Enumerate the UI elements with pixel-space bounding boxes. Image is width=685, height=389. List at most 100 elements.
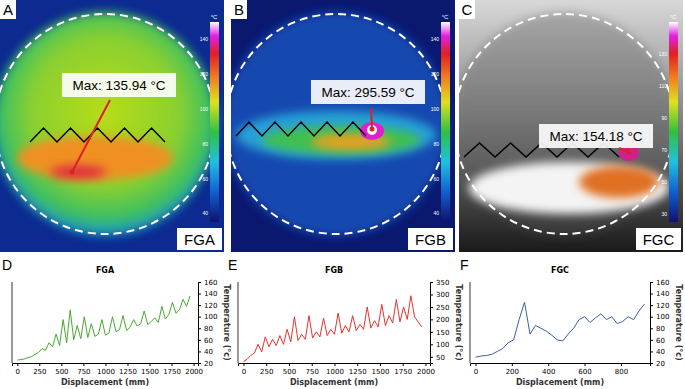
x-tick-label: 1000 <box>97 368 115 376</box>
x-tick-label: 600 <box>578 368 591 376</box>
letter-box <box>231 0 247 19</box>
x-tick-mark <box>83 363 84 366</box>
x-tick: 800 <box>615 363 628 376</box>
colorbar-tick-label: 130 <box>659 51 668 57</box>
x-tick-label: 2000 <box>417 368 435 376</box>
y-tick-label: 160 <box>656 279 669 287</box>
x-tick: 250 <box>260 363 273 376</box>
y-tick: 60 <box>198 337 213 345</box>
y-tick-mark <box>198 282 201 283</box>
colorbar-tick-label: 60 <box>433 176 439 182</box>
x-tick-mark <box>380 363 381 366</box>
y-tick: 120 <box>198 302 217 310</box>
thermal-image <box>0 0 224 252</box>
y-tick-mark <box>650 351 653 352</box>
annotation-point <box>370 127 375 132</box>
x-tick: 600 <box>578 363 591 376</box>
letter-box <box>459 0 475 19</box>
y-tick-label: 60 <box>656 337 665 345</box>
y-axis-line <box>651 283 654 364</box>
x-tick: 1750 <box>394 363 412 376</box>
x-tick-label: 800 <box>615 368 628 376</box>
y-axis: 20406080100120140160 <box>650 279 669 368</box>
x-tick-label: 250 <box>260 368 273 376</box>
x-tick-label: 200 <box>506 368 519 376</box>
x-tick: 500 <box>55 363 68 376</box>
y-tick: 250 <box>430 304 449 312</box>
sample-outline <box>231 14 446 234</box>
chart: D025050075010001250150017502000204060801… <box>2 257 231 387</box>
x-tick: 2000 <box>417 363 435 376</box>
x-tick: 200 <box>506 363 519 376</box>
x-tick-label: 250 <box>33 368 46 376</box>
x-tick-label: 500 <box>283 368 296 376</box>
figure: °C406080100120140Max: 135.94 °CAFGA °C406… <box>0 0 685 389</box>
x-tick-mark <box>512 363 513 366</box>
frame <box>238 282 239 363</box>
annotation: Max: 154.18 °C <box>549 129 642 144</box>
hot-zone <box>579 166 659 198</box>
y-tick: 160 <box>198 279 217 287</box>
y-tick-mark <box>430 344 433 345</box>
x-tick: 1500 <box>141 363 159 376</box>
y-tick-mark <box>650 305 653 306</box>
y-tick: 200 <box>430 316 449 324</box>
y-tick-label: 60 <box>204 337 213 345</box>
chart: F020040060080020406080100120140160FGCDis… <box>460 257 683 387</box>
x-tick-label: 1000 <box>326 368 344 376</box>
x-tick-label: 0 <box>16 368 20 376</box>
y-axis-line <box>199 283 202 364</box>
chart: E025050075010001250150017502000501001502… <box>228 257 463 387</box>
x-tick-label: 500 <box>55 368 68 376</box>
x-tick-label: 0 <box>242 368 246 376</box>
x-tick-mark <box>403 363 404 366</box>
thermal-image <box>459 0 683 252</box>
plot-area <box>475 302 644 357</box>
y-tick: 40 <box>650 348 665 356</box>
data-line <box>475 302 644 357</box>
colorbar-tick-label: 50 <box>661 179 667 185</box>
y-tick: 350 <box>430 279 449 287</box>
x-tick-mark <box>289 363 290 366</box>
y-tick-mark <box>430 332 433 333</box>
panel-letter: E <box>228 257 237 273</box>
colorbar: °C406080100120140 <box>431 14 450 222</box>
panel-letter: F <box>460 257 469 273</box>
y-tick-mark <box>430 319 433 320</box>
colorbar-tick-label: 90 <box>661 115 667 121</box>
x-tick: 500 <box>283 363 296 376</box>
y-axis-line <box>431 283 434 364</box>
x-tick: 1250 <box>349 363 367 376</box>
panel-label: FGC <box>643 231 675 248</box>
y-tick-mark <box>650 363 653 364</box>
y-tick-label: 20 <box>204 360 213 368</box>
y-tick-label: 20 <box>656 360 665 368</box>
frame <box>12 282 13 363</box>
y-tick-mark <box>650 328 653 329</box>
panel-letter: D <box>2 257 12 273</box>
x-tick: 1750 <box>163 363 181 376</box>
annotation-arrow <box>72 100 110 172</box>
x-tick-mark <box>548 363 549 366</box>
x-tick-label: 750 <box>77 368 90 376</box>
x-tick-label: 2000 <box>185 368 203 376</box>
colorbar-ramp <box>210 22 219 222</box>
colorbar-tick-label: 100 <box>431 106 440 112</box>
label-box <box>177 228 222 250</box>
y-axis: 20406080100120140160 <box>198 279 217 368</box>
colorbar-tick-label: 120 <box>200 71 209 77</box>
x-tick-label: 1250 <box>119 368 137 376</box>
x-tick-label: 1500 <box>372 368 390 376</box>
x-tick-mark <box>127 363 128 366</box>
y-tick-label: 40 <box>204 348 213 356</box>
thermal-panel: °C406080100120140Max: 135.94 °CAFGA <box>0 0 224 252</box>
y-tick-label: 120 <box>656 302 669 310</box>
panel-label: FGB <box>415 231 446 248</box>
annotation-arrow <box>371 108 372 129</box>
heat-field <box>0 12 217 236</box>
x-tick-mark <box>17 363 18 366</box>
x-tick-mark <box>334 363 335 366</box>
y-tick-label: 300 <box>436 291 449 299</box>
warm-band <box>261 126 421 154</box>
y-tick-mark <box>198 340 201 341</box>
